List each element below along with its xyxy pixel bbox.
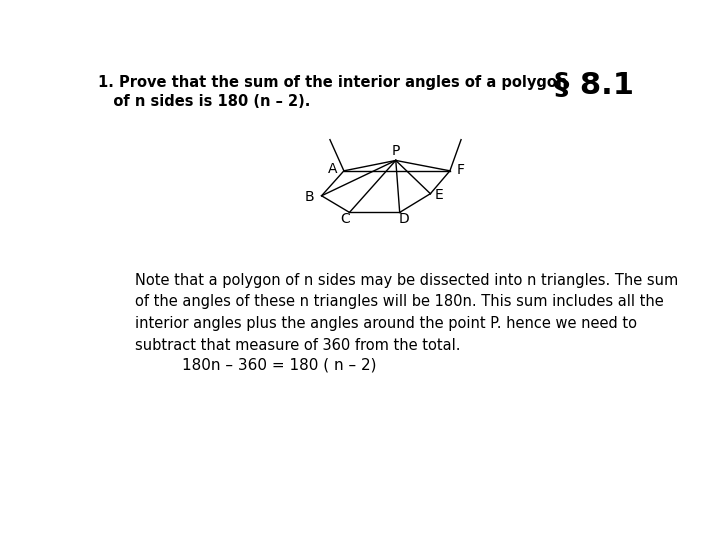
Text: A: A	[328, 162, 338, 176]
Text: D: D	[398, 212, 409, 226]
Text: E: E	[434, 188, 443, 202]
Text: B: B	[305, 190, 314, 204]
Text: C: C	[341, 212, 351, 226]
Text: of n sides is 180 (n – 2).: of n sides is 180 (n – 2).	[99, 94, 311, 109]
Text: F: F	[457, 163, 465, 177]
Text: P: P	[392, 144, 400, 158]
Text: 180n – 360 = 180 ( n – 2): 180n – 360 = 180 ( n – 2)	[182, 358, 377, 373]
Text: 1. Prove that the sum of the interior angles of a polygon: 1. Prove that the sum of the interior an…	[99, 75, 568, 90]
Text: Note that a polygon of n sides may be dissected into n triangles. The sum
of the: Note that a polygon of n sides may be di…	[135, 273, 678, 353]
Text: § 8.1: § 8.1	[554, 71, 634, 100]
